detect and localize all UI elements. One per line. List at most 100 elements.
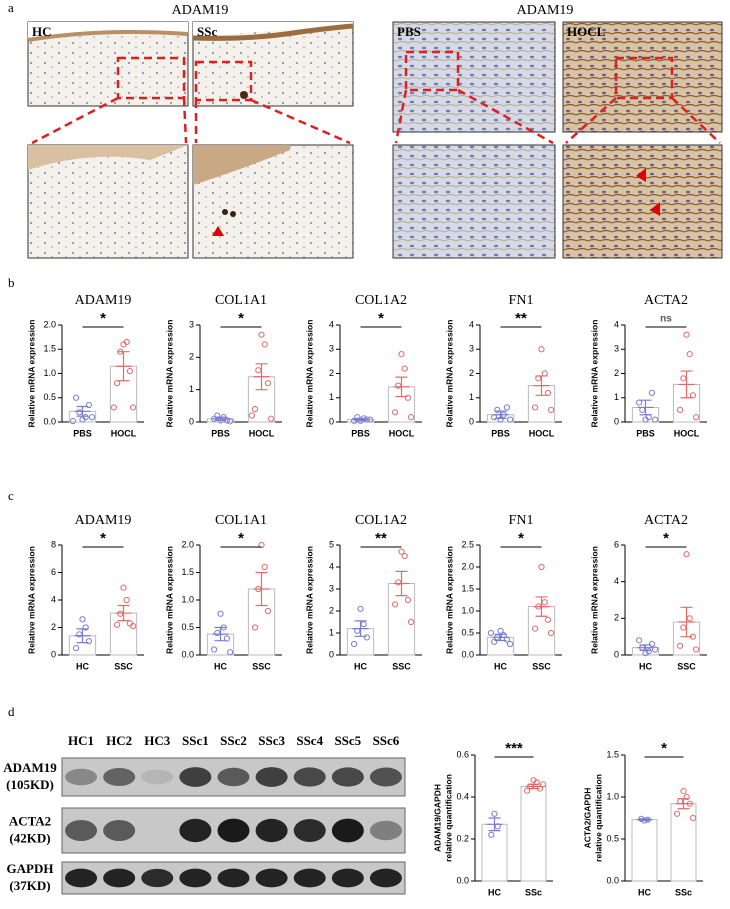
micrograph xyxy=(392,21,556,133)
micrograph-label: SSc xyxy=(197,24,217,39)
bar xyxy=(481,823,508,882)
error-bar xyxy=(492,410,509,419)
blot-band xyxy=(179,818,212,843)
blot-band xyxy=(141,868,174,888)
x-tick-label: SSC xyxy=(392,661,411,671)
data-point xyxy=(114,380,121,387)
y-axis-label: Relative mRNA expression xyxy=(444,320,454,428)
data-point xyxy=(527,783,534,790)
panel-label: c xyxy=(8,488,14,503)
x-tick-label: SSC xyxy=(532,661,551,671)
data-point xyxy=(76,409,83,416)
data-point xyxy=(535,375,542,382)
y-axis-label: Relative mRNA expression xyxy=(164,546,174,654)
data-point xyxy=(677,642,684,649)
data-point xyxy=(674,810,681,817)
panel-label: b xyxy=(8,275,15,290)
significance-label: * xyxy=(100,530,106,547)
y-axis-label: Relative mRNA expression xyxy=(26,546,36,654)
data-point xyxy=(120,584,127,591)
chart-title: ADAM19 xyxy=(75,513,132,528)
panel-title: ADAM19 xyxy=(517,3,574,18)
blot-band xyxy=(369,767,402,787)
x-tick-label: SSC xyxy=(252,661,271,671)
blot-band xyxy=(255,818,288,843)
chart-title: COL1A2 xyxy=(355,513,407,528)
blot-band xyxy=(217,818,250,843)
x-tick-label: SSC xyxy=(114,661,133,671)
y-tick-label: 3 xyxy=(189,319,194,329)
data-point xyxy=(227,418,234,425)
y-tick-label: 0 xyxy=(614,416,619,426)
blot-band xyxy=(293,819,326,842)
data-point xyxy=(258,541,265,549)
micrograph-zoom xyxy=(27,144,189,259)
blot-band xyxy=(217,767,250,787)
data-point xyxy=(648,389,656,396)
data-point xyxy=(360,621,367,628)
bar xyxy=(670,803,697,882)
x-tick-label: HOCL xyxy=(529,428,555,438)
row-label: ADAM19 xyxy=(3,760,57,775)
data-point xyxy=(268,415,275,422)
data-point xyxy=(261,341,268,348)
blot-band xyxy=(179,767,212,787)
data-point xyxy=(354,627,361,634)
y-tick-label: 4 xyxy=(614,319,619,329)
x-tick-label: SSc xyxy=(525,887,542,897)
y-axis-label: Relative mRNA expression xyxy=(304,320,314,428)
data-point xyxy=(636,399,643,406)
data-point xyxy=(544,389,552,396)
y-tick-label: 2 xyxy=(329,605,334,615)
x-tick-label: HC xyxy=(214,661,227,671)
error-bar xyxy=(533,375,550,396)
data-point xyxy=(639,644,646,651)
data-point xyxy=(398,548,405,555)
micrograph-label: HOCL xyxy=(567,24,606,39)
y-tick-label: 2 xyxy=(51,622,56,632)
data-point xyxy=(652,416,659,423)
blot-band xyxy=(217,868,250,888)
data-point xyxy=(214,629,221,637)
stain xyxy=(240,91,248,99)
data-point xyxy=(642,650,649,657)
y-tick-label: 0.4 xyxy=(456,791,469,801)
data-point xyxy=(69,417,77,425)
significance-label: * xyxy=(518,530,524,547)
data-point xyxy=(680,788,687,795)
row-size: (42KD) xyxy=(9,830,50,845)
zoom-box xyxy=(404,50,460,92)
y-tick-label: 1 xyxy=(614,392,619,402)
x-tick-label: PBS xyxy=(73,428,92,438)
significance-label: * xyxy=(663,530,669,547)
data-point xyxy=(648,640,656,648)
x-tick-label: HC xyxy=(354,661,367,671)
data-point xyxy=(507,416,514,423)
lane-label: HC1 xyxy=(68,733,94,748)
y-tick-label: 1.0 xyxy=(461,605,474,615)
y-tick-label: 3 xyxy=(329,344,334,354)
micrograph-group: HC SSc PBS HOCL xyxy=(27,21,723,259)
blot-band xyxy=(103,767,136,787)
chart-title: ACTA2 xyxy=(644,513,688,528)
blot-band xyxy=(331,767,364,787)
data-point xyxy=(507,640,514,648)
error-bar xyxy=(212,626,229,642)
y-tick-label: 0 xyxy=(329,649,334,659)
data-point xyxy=(255,367,262,374)
data-point xyxy=(85,401,93,409)
chart-title: COL1A1 xyxy=(215,293,267,308)
data-point xyxy=(538,346,545,353)
data-point xyxy=(392,409,399,416)
significance-label: ** xyxy=(375,530,387,547)
error-bar xyxy=(533,596,550,617)
data-point xyxy=(357,605,364,612)
data-point xyxy=(533,779,540,786)
data-point xyxy=(367,416,374,423)
epidermis xyxy=(27,30,189,42)
blot-band xyxy=(65,868,98,888)
data-point xyxy=(264,607,271,615)
data-point xyxy=(351,417,358,424)
significance-label: * xyxy=(238,530,244,547)
y-axis-label: Relative mRNA expression xyxy=(589,320,599,428)
